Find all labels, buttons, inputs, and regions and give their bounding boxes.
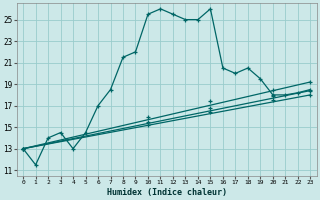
X-axis label: Humidex (Indice chaleur): Humidex (Indice chaleur) [107, 188, 227, 197]
